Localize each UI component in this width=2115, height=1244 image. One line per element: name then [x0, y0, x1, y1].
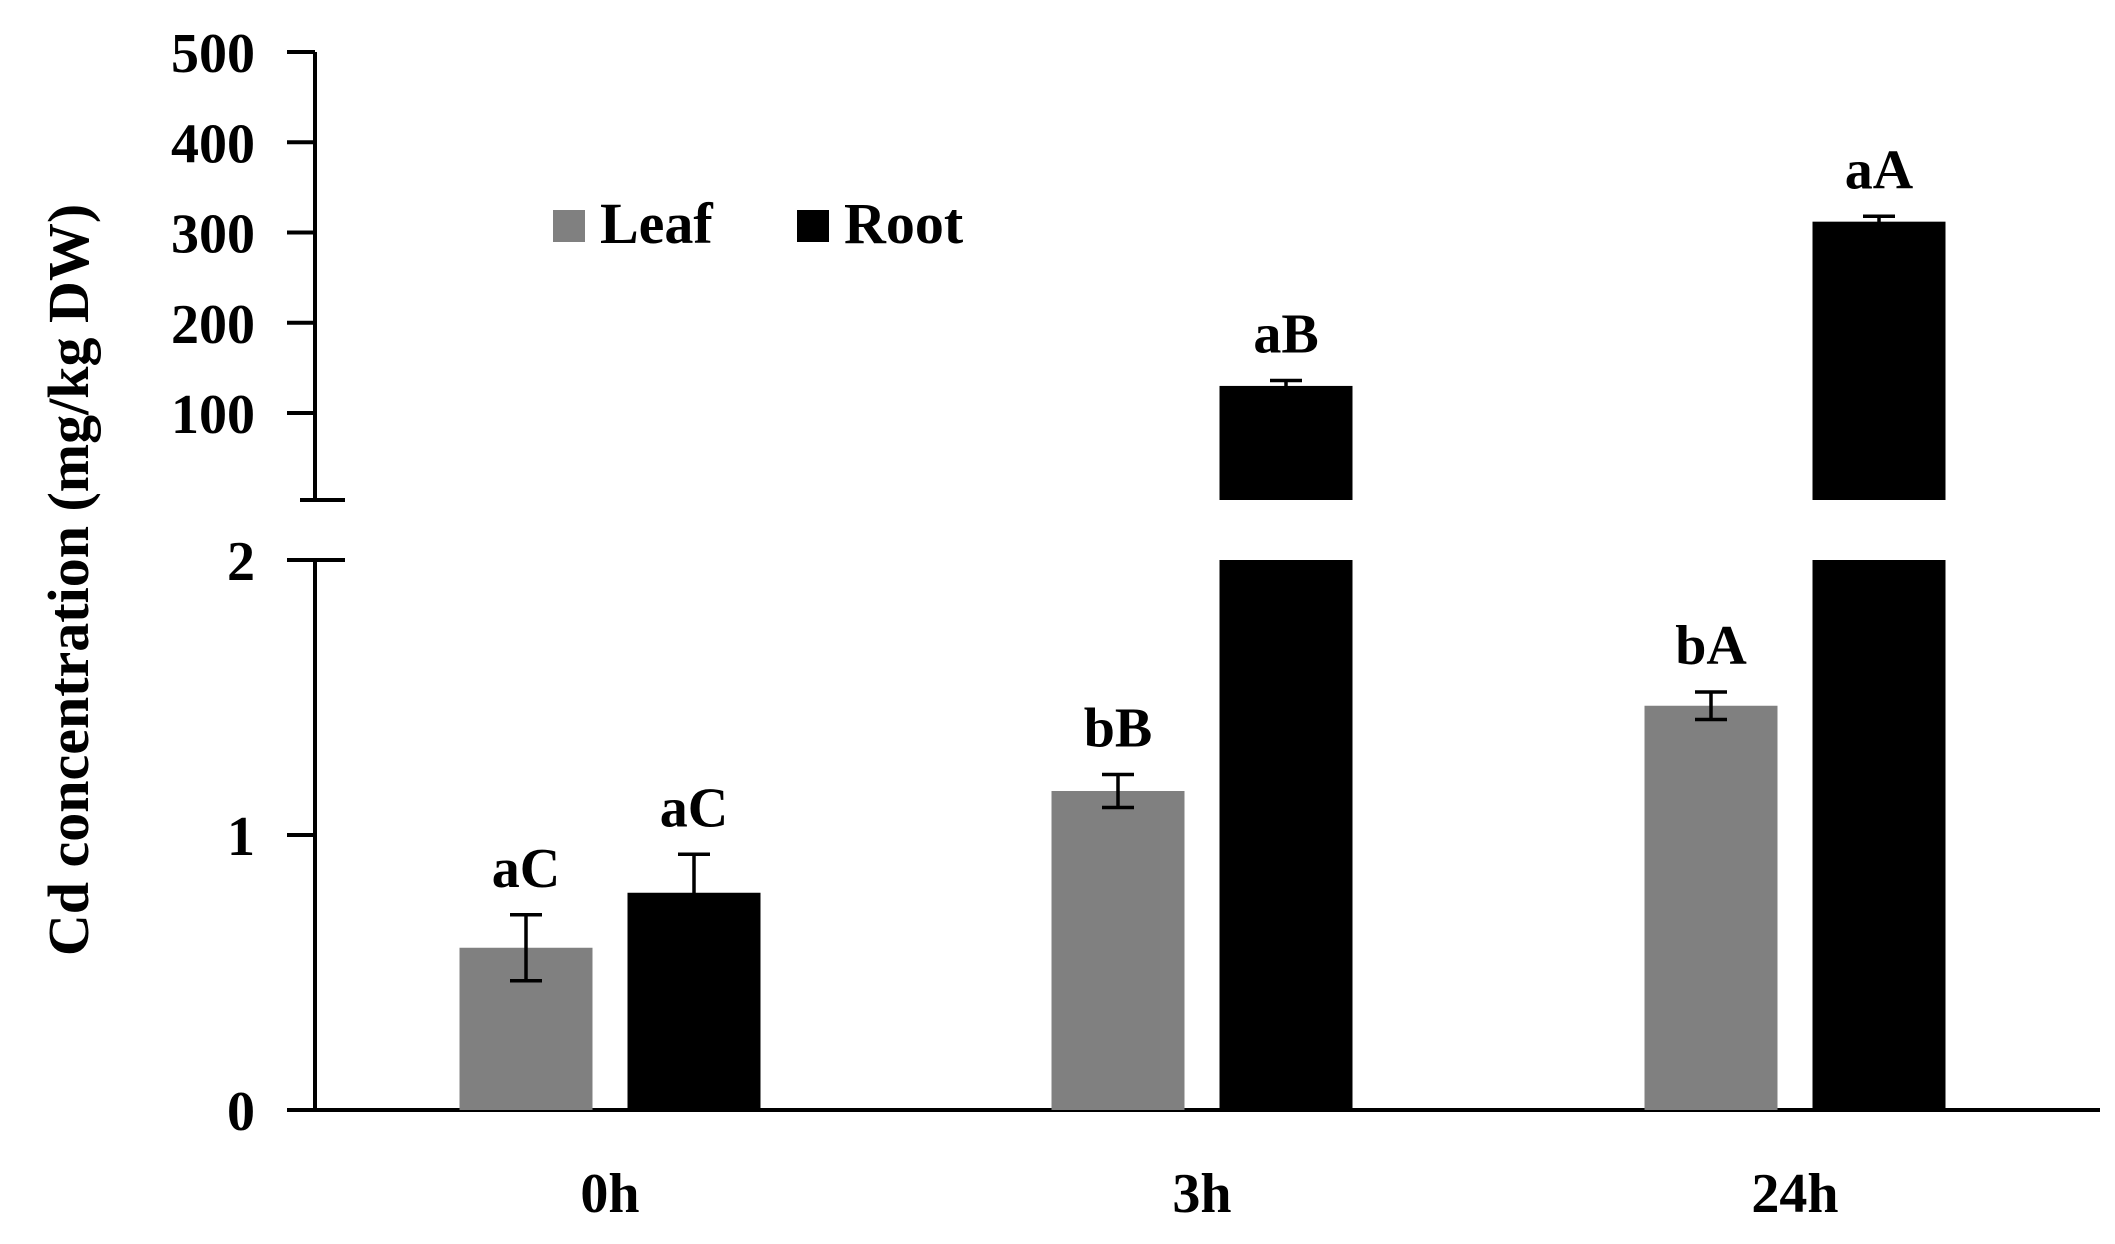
- data-label: aC: [492, 838, 560, 900]
- y-axis-label: Cd concentration (mg/kg DW): [36, 204, 101, 956]
- legend-label: Root: [844, 191, 964, 256]
- legend-label: Leaf: [600, 191, 713, 256]
- y-tick-label: 0: [227, 1081, 255, 1143]
- y-axis: 0 1 2 100 200 300 400 500 0h 3h 24h: [171, 23, 2100, 1225]
- data-label: aC: [660, 777, 728, 839]
- data-label: aB: [1253, 304, 1318, 366]
- legend: Leaf Root: [553, 191, 964, 256]
- bar: [1644, 705, 1778, 1110]
- y-tick-label: 100: [171, 384, 255, 446]
- y-tick-label: 500: [171, 23, 255, 85]
- y-tick-label: 400: [171, 113, 255, 175]
- y-tick-label: 200: [171, 294, 255, 356]
- bar-lower-part: [1812, 560, 1946, 1110]
- y-tick-label: 2: [227, 531, 255, 593]
- bar-lower-part: [1219, 560, 1353, 1110]
- y-tick-label: 300: [171, 204, 255, 266]
- bar: [1051, 791, 1185, 1110]
- data-label: aA: [1845, 139, 1914, 201]
- data-label: bB: [1084, 698, 1153, 760]
- x-tick-label: 24h: [1751, 1163, 1838, 1225]
- data-label: bA: [1675, 615, 1747, 677]
- y-tick-label: 1: [227, 806, 255, 868]
- legend-swatch: [797, 210, 829, 242]
- x-tick-label: 0h: [580, 1163, 639, 1225]
- legend-swatch: [553, 210, 585, 242]
- x-tick-label: 3h: [1172, 1163, 1231, 1225]
- bar-upper-part: [1812, 221, 1946, 501]
- bars: aC bB bA aC aB aA: [459, 139, 1946, 1110]
- bar-upper-part: [1219, 385, 1353, 500]
